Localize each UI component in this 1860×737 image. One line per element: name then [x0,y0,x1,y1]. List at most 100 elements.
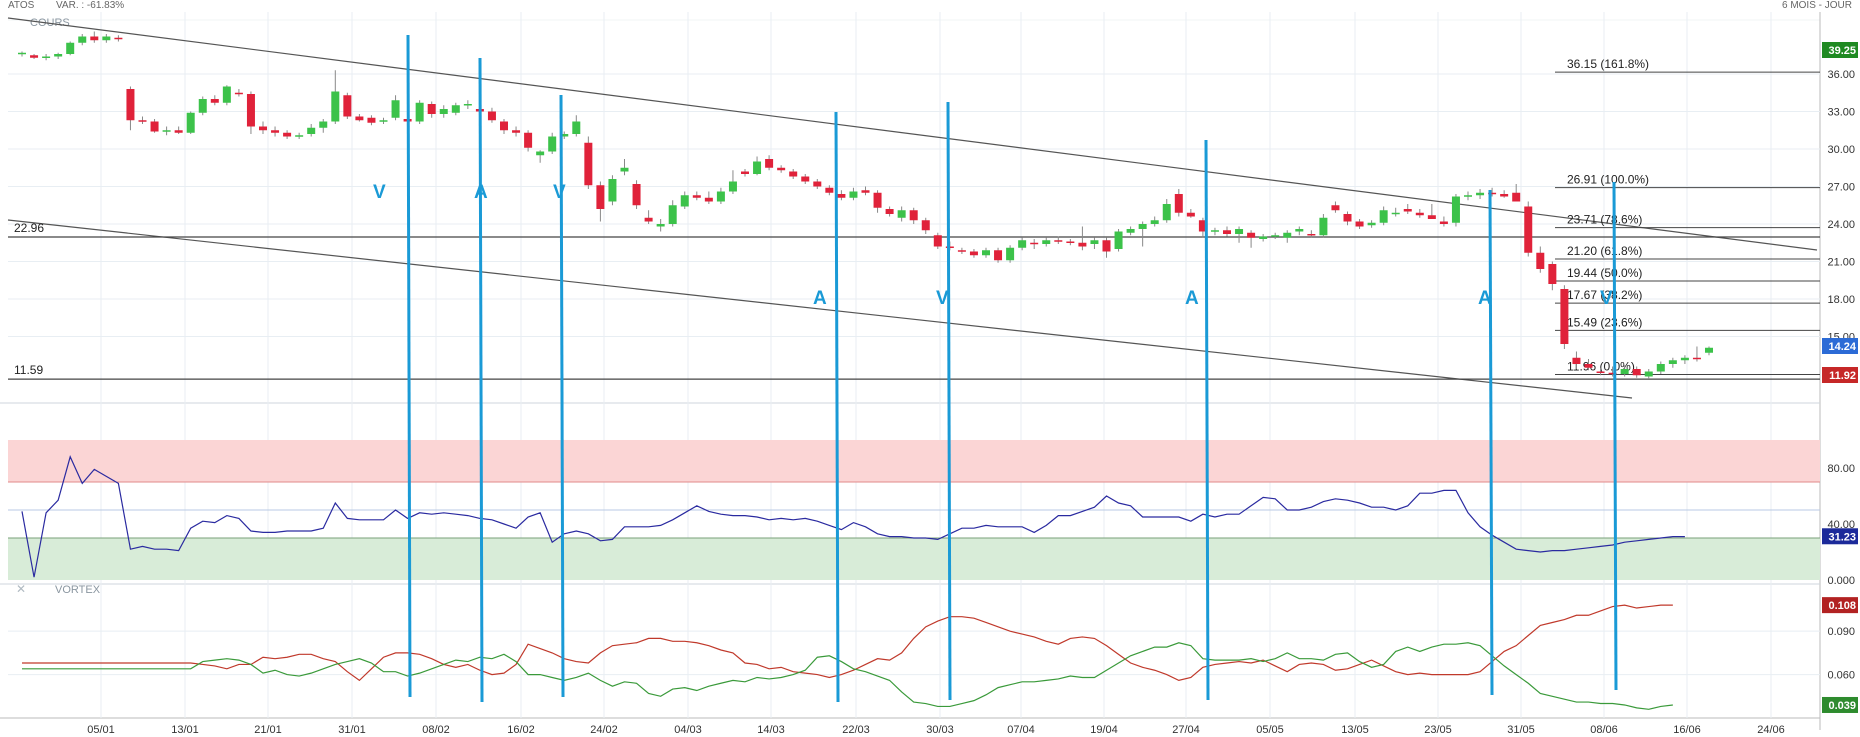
candle [524,132,533,148]
candle [1054,240,1063,242]
rsi-tick-label: 80.00 [1827,463,1855,475]
period-label: 6 MOIS - JOUR [1781,0,1852,11]
candle [1235,229,1244,234]
candle [572,121,581,134]
rsi-overbought-zone [8,440,1820,482]
candle [1379,210,1388,223]
candle [994,250,1003,261]
vortex-minus-badge: 0.108 [1828,600,1856,612]
candle [1030,242,1039,245]
candle [1512,192,1521,202]
candle [126,89,135,121]
candle [825,187,834,193]
candle [439,109,448,114]
candle [982,250,990,256]
candle [487,111,496,121]
max-price-badge-bg [1822,42,1858,58]
candle [1331,205,1340,211]
candle [921,220,930,231]
candle [1355,221,1364,227]
candle [319,121,328,128]
annotation-label: V [553,182,566,203]
annotation-label: V [1600,288,1613,309]
annotation-label: A [474,182,488,203]
annotation-label: V [373,182,386,203]
annotation-line [1488,189,1494,696]
x-tick-label: 24/06 [1757,724,1785,736]
x-tick-label: 27/04 [1172,724,1200,736]
fibonacci-level-label: 26.91 (100.0%) [1567,173,1649,187]
x-tick-label: 13/01 [171,724,199,736]
candle [210,99,219,103]
x-tick-label: 22/03 [842,724,870,736]
candle [331,91,340,122]
x-tick-label: 23/05 [1424,724,1452,736]
candle [162,130,171,132]
candle [198,99,207,113]
candle [1247,232,1256,238]
candle [1295,229,1304,232]
fibonacci-level-label: 23.71 (78.6%) [1567,213,1642,227]
horizontal-level-label: 22.96 [14,221,44,235]
candle [355,116,364,121]
candle [801,176,810,182]
candle [1488,192,1497,195]
candle [1680,357,1689,361]
candle [1620,369,1629,374]
x-tick-label: 31/01 [338,724,366,736]
candle [246,94,255,127]
candle [1138,224,1147,229]
annotation-line [406,34,412,698]
candle [1403,209,1412,212]
candle [1427,215,1436,219]
annotation-line [1612,181,1618,691]
vortex-minus-badge-bg [1822,597,1858,614]
candle [596,185,605,209]
x-tick-label: 13/05 [1341,724,1369,736]
candle [789,171,798,177]
symbol-label: ATOS [8,0,35,11]
candle [42,56,51,58]
candle [271,130,280,133]
fibonacci-level-label: 11.96 (0.0%) [1567,360,1635,374]
candle [222,86,231,103]
candle [1078,242,1087,247]
candle [1415,212,1424,216]
min-price-badge: 11.92 [1829,370,1856,382]
candle [1210,230,1219,232]
x-tick-label: 31/05 [1507,724,1535,736]
fibonacci-level-label: 36.15 (161.8%) [1567,57,1649,71]
vortex-panel-title: VORTEX [55,584,101,596]
candle [1307,234,1316,236]
candle [66,42,75,54]
annotation-label: A [1185,288,1199,309]
vortex-minus-line [22,604,1673,682]
fibonacci-level-label: 19.44 (50.0%) [1567,266,1642,280]
x-tick-label: 04/03 [674,724,702,736]
variation-label: VAR. : -61.83% [56,0,125,11]
candle [753,161,762,174]
candle [1632,369,1641,376]
candle [1464,195,1472,197]
candle [391,100,400,118]
vortex-plus-badge-bg [1822,696,1858,713]
candle [259,126,267,131]
candle [451,105,460,113]
candle [1186,212,1195,217]
fibonacci-level-label: 15.49 (23.6%) [1567,315,1642,329]
candle [728,181,737,192]
candle [1042,240,1051,244]
candle [1018,240,1027,248]
candle [1668,360,1677,364]
candle [1102,240,1111,252]
candle [1608,372,1617,375]
price-tick-label: 18.00 [1827,294,1855,306]
min-price-badge-bg [1822,367,1858,383]
candle [1066,241,1075,243]
candle [909,210,918,221]
x-tick-label: 30/03 [926,724,954,736]
candle [536,151,545,156]
candle [1367,222,1376,226]
candle [1150,220,1159,224]
